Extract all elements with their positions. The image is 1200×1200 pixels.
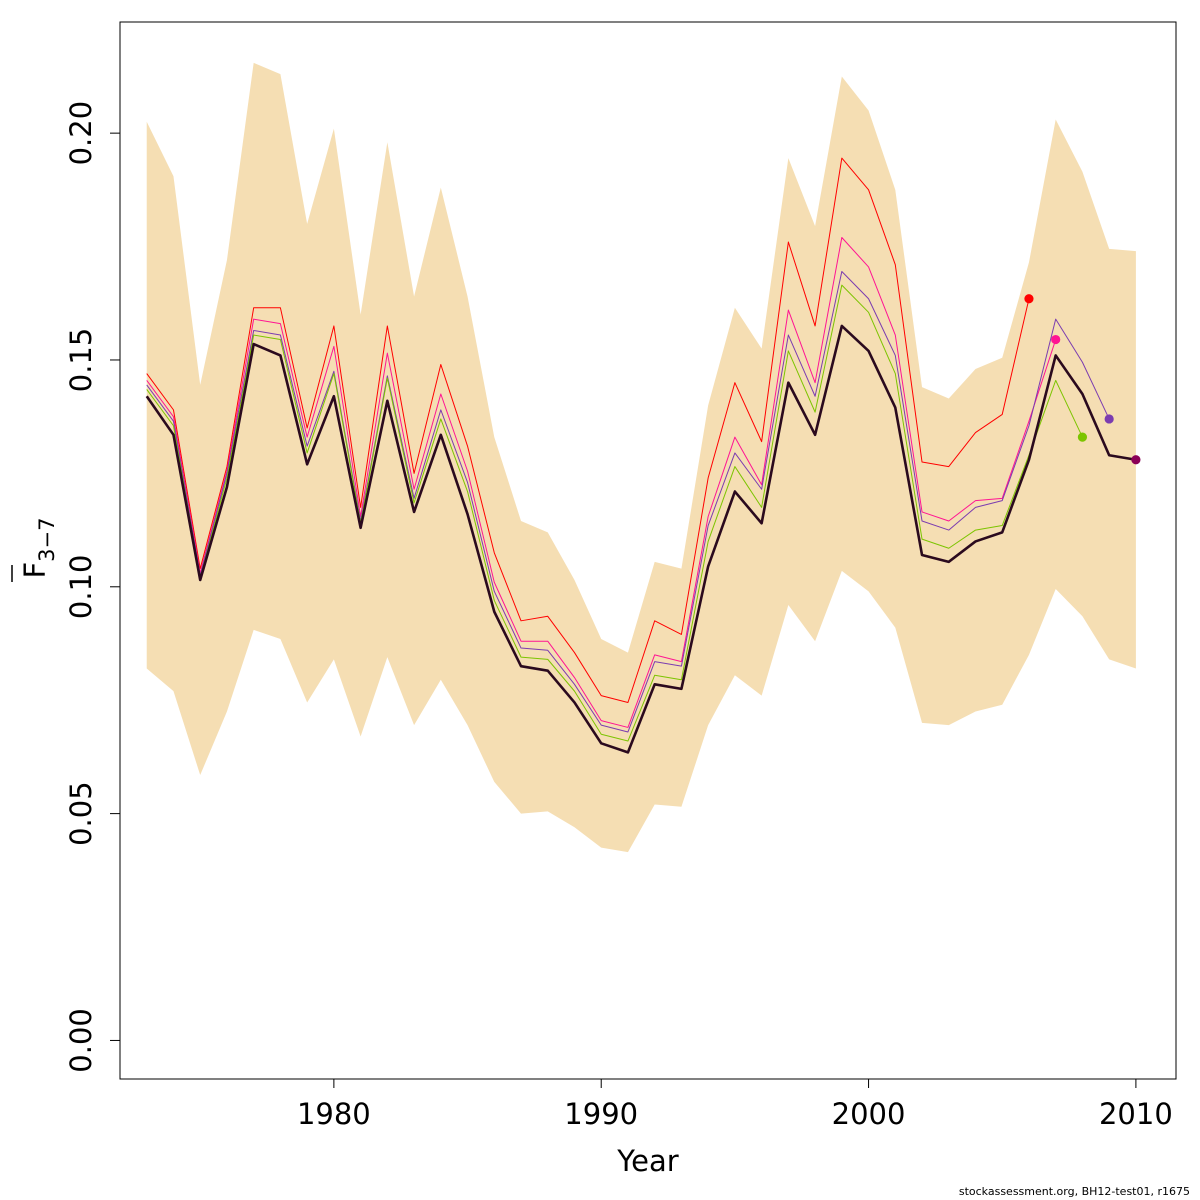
x-tick-label: 2010 [1099, 1097, 1173, 1131]
confidence-band [146, 62, 1136, 853]
series-line-retro-2008 [146, 284, 1083, 742]
x-axis-title: Year [616, 1144, 678, 1178]
svg-text:F3−7: F3−7 [18, 517, 59, 578]
x-tick-label: 1980 [297, 1097, 371, 1131]
y-tick-label: 0.15 [64, 328, 98, 393]
end-point-retro-2007 [1051, 334, 1061, 345]
plot-frame [119, 21, 1177, 1080]
footer-credit: stockassessment.org, BH12-test01, r1675 [958, 1185, 1190, 1198]
series-line-retro-2006 [146, 157, 1030, 703]
end-point-retro-2009 [1104, 414, 1114, 424]
y-axis-title: F3−7 [11, 517, 59, 582]
series-layer [145, 157, 1137, 754]
y-tick-label: 0.20 [64, 101, 98, 166]
end-point-retro-2006 [1024, 294, 1034, 304]
x-axis: 1980 1990 2000 2010 [297, 1079, 1173, 1131]
series-line-base-2010 [145, 324, 1137, 754]
series-end-points [1024, 294, 1141, 465]
end-point-base-2010 [1131, 455, 1141, 465]
y-axis-title-main: F [18, 562, 52, 579]
series-line-retro-2007 [146, 236, 1057, 728]
y-tick-label: 0.00 [64, 1008, 98, 1073]
y-axis-title-subscript: 3−7 [35, 517, 59, 561]
x-tick-label: 2000 [832, 1097, 906, 1131]
confidence-band-layer [146, 62, 1136, 853]
y-tick-label: 0.10 [64, 555, 98, 620]
y-axis: 0.00 0.05 0.10 0.15 0.20 [64, 101, 120, 1073]
x-tick-label: 1990 [564, 1097, 638, 1131]
end-point-retro-2008 [1077, 432, 1088, 442]
series-line-retro-2009 [146, 271, 1110, 733]
y-tick-label: 0.05 [64, 781, 98, 846]
